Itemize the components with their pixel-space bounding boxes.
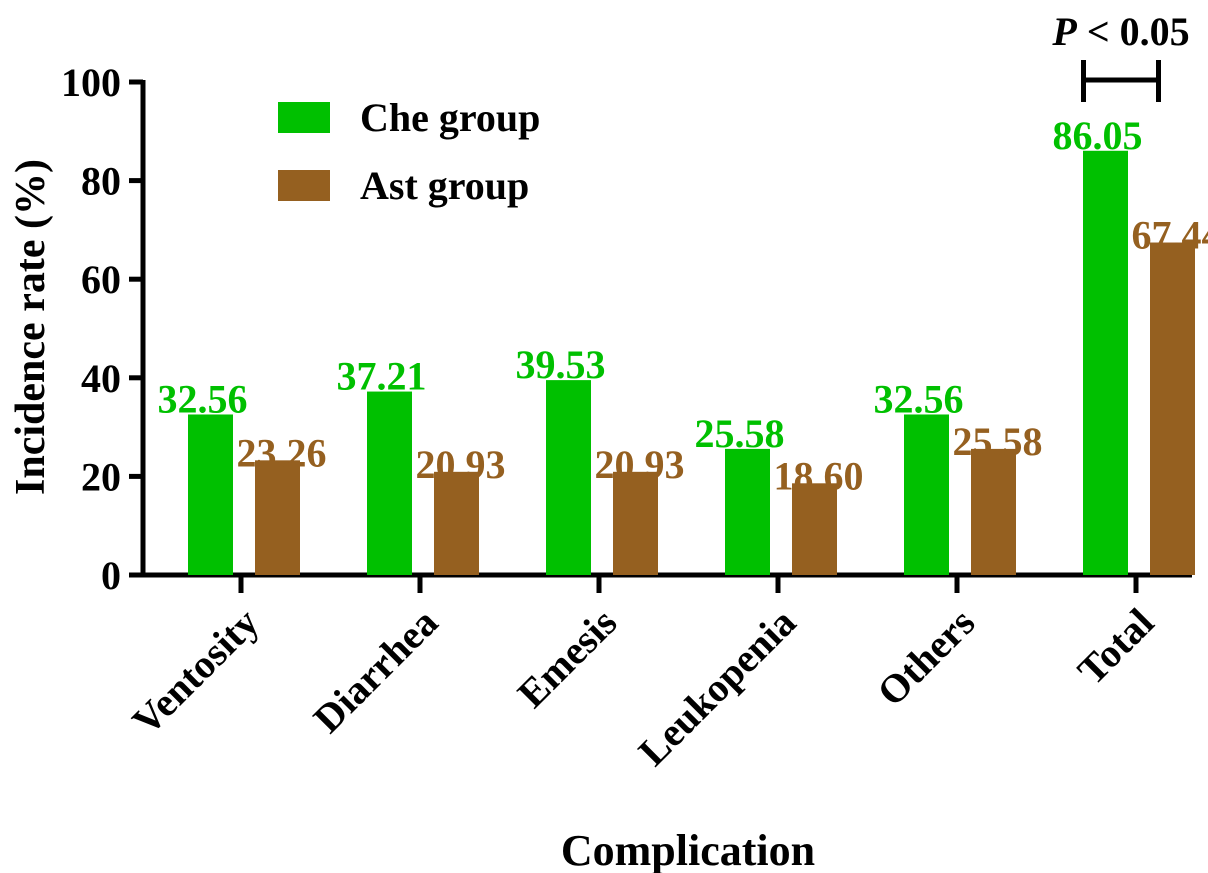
bars (188, 150, 1195, 575)
legend-swatch (278, 170, 330, 201)
legend-label: Che group (360, 95, 540, 140)
x-tick-label: Total (1069, 600, 1163, 694)
bar-ast (971, 448, 1016, 575)
data-label-che: 39.53 (516, 342, 606, 387)
bar-che (725, 448, 770, 575)
significance-annotation: P < 0.05 (1051, 9, 1190, 102)
data-label-ast: 25.58 (953, 419, 1043, 464)
bar-che (1083, 150, 1128, 575)
data-label-ast: 20.93 (416, 442, 506, 487)
data-label-ast: 67.44 (1132, 213, 1208, 258)
bar-ast (792, 483, 837, 575)
bar-che (367, 391, 412, 575)
legend: Che group Ast group (278, 95, 540, 208)
x-tick-label: Leukopenia (629, 600, 804, 775)
y-tick-label: 20 (81, 454, 121, 499)
bar-ast (255, 460, 300, 575)
x-tick-label: Others (868, 600, 983, 715)
data-label-ast: 23.26 (237, 430, 327, 475)
y-tick-label: 80 (81, 159, 121, 204)
y-tick-label: 100 (61, 60, 121, 105)
data-label-che: 32.56 (874, 376, 964, 421)
x-axis-title: Complication (561, 826, 815, 873)
bar-che (188, 414, 233, 575)
bar-ast (434, 471, 479, 575)
y-axis-title: Incidence rate (%) (8, 159, 54, 495)
legend-label: Ast group (360, 163, 529, 208)
legend-swatch (278, 102, 330, 133)
bar-ast (1150, 242, 1195, 575)
y-tick-label: 60 (81, 257, 121, 302)
data-label-che: 32.56 (158, 376, 248, 421)
y-tick-label: 40 (81, 356, 121, 401)
data-label-che: 37.21 (337, 354, 427, 399)
bar-che (546, 380, 591, 575)
p-value-label: P < 0.05 (1051, 9, 1189, 54)
bar-ast (613, 471, 658, 575)
x-tick-label: Emesis (509, 600, 626, 717)
data-label-che: 86.05 (1053, 113, 1143, 158)
x-tick-label: Diarrhea (305, 600, 447, 742)
data-label-ast: 20.93 (595, 442, 685, 487)
x-tick-label: Ventosity (123, 600, 267, 744)
data-label-ast: 18.60 (774, 453, 864, 498)
y-tick-label: 0 (101, 553, 121, 598)
data-label-che: 25.58 (695, 411, 785, 456)
bar-che (904, 414, 949, 575)
